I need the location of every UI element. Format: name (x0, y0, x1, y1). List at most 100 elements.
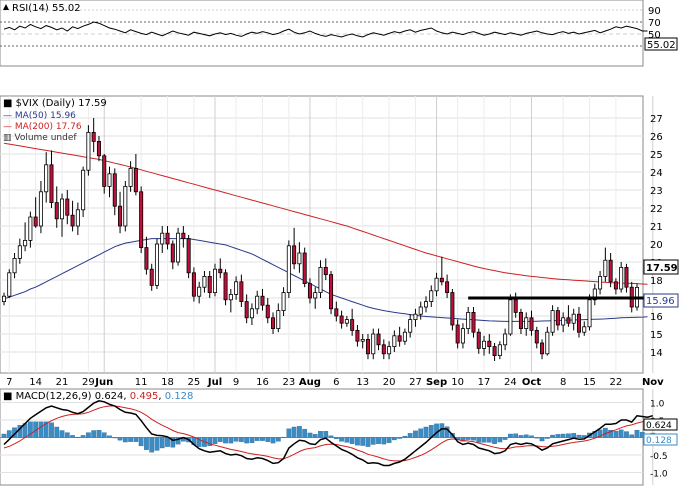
price-tick-label: 27 (650, 114, 663, 125)
x-axis-label: 29 (82, 377, 95, 388)
price-tick-label: 18 (650, 276, 663, 287)
rsi-gridlines (0, 9, 643, 47)
macd-histogram-bar (144, 437, 149, 450)
macd-histogram-bar (217, 437, 223, 442)
ma50-tag-box (643, 293, 679, 308)
candle-down (207, 275, 212, 293)
macd-tick-label: -0.5 (650, 452, 668, 462)
candle-up (524, 317, 529, 329)
macd-histogram-bar (291, 426, 297, 438)
candle-down (381, 344, 386, 355)
macd-histogram-bar (544, 437, 550, 439)
ma200-legend: — MA(200) 17.76 (3, 122, 82, 132)
candle-down (439, 277, 444, 283)
candle-down (181, 232, 186, 239)
candle-up (561, 317, 566, 326)
candle-down (323, 266, 328, 275)
candle-up (197, 286, 202, 297)
macd-histogram-bar (70, 435, 75, 438)
candle-up (38, 191, 43, 227)
ma50-tag: 15.96 (646, 296, 675, 307)
candle-down (91, 131, 96, 142)
macd-histogram-bar (101, 432, 107, 438)
macd-histogram-bar (407, 433, 413, 438)
price-gridlines (0, 117, 643, 353)
candle-up (603, 259, 608, 277)
price-tick-label: 24 (650, 168, 663, 179)
macd-histogram-bar (149, 437, 155, 453)
x-axis-label: Jul (207, 377, 222, 388)
macd-histogram-bar (634, 429, 640, 438)
macd-histogram-bar (86, 432, 91, 438)
macd-histogram-bar (64, 432, 70, 438)
candle-down (471, 311, 476, 333)
candle-down (33, 216, 38, 227)
candle-up (123, 185, 128, 227)
candle-up (408, 319, 413, 333)
candle-down (518, 311, 523, 329)
x-axis-label: Oct (522, 377, 541, 388)
macd-histogram-bar (486, 437, 492, 443)
candle-down (487, 340, 492, 348)
price-tick-label: 15 (650, 330, 663, 341)
candle-down (365, 338, 370, 355)
macd-histogram-bar (629, 434, 635, 438)
macd-histogram-bar (529, 435, 534, 438)
macd-histogram-bar (349, 437, 355, 444)
candle-up (387, 346, 392, 355)
candle-up (503, 333, 508, 346)
candle-down (334, 308, 339, 317)
candle-up (423, 301, 428, 308)
x-axis-label: 20 (383, 377, 396, 388)
macd-histogram-bar (613, 431, 619, 438)
macd-histogram-bar (6, 430, 12, 438)
macd-histogram-bar (413, 430, 418, 438)
macd-histogram-bar (254, 437, 260, 441)
ma50-legend: — MA(50) 15.96 (3, 111, 76, 121)
candle-up (154, 243, 159, 286)
macd-histogram-bar (239, 437, 244, 442)
macd-histogram-bar (165, 437, 170, 447)
candle-up (81, 169, 86, 211)
macd-histogram-bar (423, 426, 429, 438)
macd-histogram-bar (560, 433, 566, 438)
candle-down (576, 313, 581, 333)
candle-up (276, 310, 281, 330)
ma50-line (3, 238, 648, 322)
x-axis-labels: 7 14 21 29 Jun 11 18 25 Jul 9 16 23 Aug 6 13 20 27 Sep 10 1… (6, 377, 664, 388)
macd-histogram-bar (281, 436, 286, 438)
candle-up (249, 308, 254, 319)
macd-histogram-bar (418, 428, 424, 438)
rsi-triangle-icon (3, 4, 9, 10)
rsi-line (3, 21, 648, 38)
candle-up (17, 245, 22, 259)
macd-histogram-bar (481, 437, 487, 443)
rsi-tick-label: 90 (648, 6, 661, 17)
macd-histogram-bar (391, 437, 397, 441)
macd-histogram-bar (581, 435, 587, 438)
candle-down (534, 329, 539, 344)
candlesticks (2, 118, 640, 361)
macd-histogram-bar (397, 437, 402, 439)
candle-down (239, 281, 244, 302)
price-tick-label: 20 (650, 240, 663, 251)
candle-down (307, 283, 312, 299)
x-axis-label: 24 (504, 377, 517, 388)
macd-histogram-bar (233, 437, 239, 442)
candle-down (271, 317, 276, 329)
macd-histogram-bar (576, 434, 582, 438)
candle-up (402, 331, 407, 342)
x-axis-label: 7 (6, 377, 12, 388)
candle-down (223, 272, 228, 301)
candle-down (96, 140, 101, 157)
macd-histogram-bar (318, 431, 323, 438)
candle-up (360, 338, 365, 342)
macd-histogram-bar (370, 437, 376, 445)
macd-histogram-bar (460, 437, 466, 442)
macd-histogram-bar (624, 431, 629, 438)
macd-histogram-bar (513, 433, 519, 438)
macd-histogram-bar (43, 421, 49, 438)
x-axis-label: Nov (642, 377, 664, 388)
macd-histogram-bar (497, 437, 503, 443)
